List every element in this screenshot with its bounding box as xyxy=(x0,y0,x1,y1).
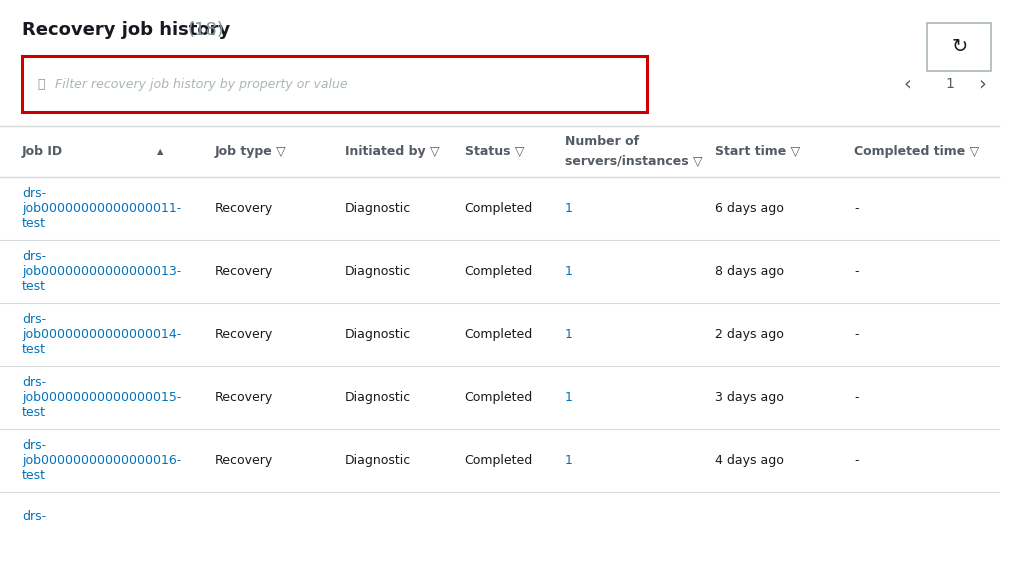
FancyBboxPatch shape xyxy=(927,22,991,71)
Text: Job type ▽: Job type ▽ xyxy=(215,145,286,158)
Text: job00000000000000013-: job00000000000000013- xyxy=(22,265,181,278)
Text: test: test xyxy=(22,343,45,356)
Text: Diagnostic: Diagnostic xyxy=(345,454,411,467)
Text: Recovery: Recovery xyxy=(215,391,273,404)
Text: 1: 1 xyxy=(564,391,572,404)
Text: ↻: ↻ xyxy=(951,37,968,56)
Text: -: - xyxy=(854,391,859,404)
Text: Recovery: Recovery xyxy=(215,265,273,278)
Text: servers/instances ▽: servers/instances ▽ xyxy=(564,155,703,169)
FancyBboxPatch shape xyxy=(22,56,647,112)
Text: -: - xyxy=(854,328,859,341)
Text: Recovery job history: Recovery job history xyxy=(22,21,231,39)
Text: Diagnostic: Diagnostic xyxy=(345,328,411,341)
Text: Start time ▽: Start time ▽ xyxy=(715,145,800,158)
Text: Completed: Completed xyxy=(465,454,533,467)
Text: drs-: drs- xyxy=(22,438,47,452)
Text: Diagnostic: Diagnostic xyxy=(345,391,411,404)
Text: Number of: Number of xyxy=(564,135,639,148)
Text: Completed: Completed xyxy=(465,328,533,341)
Text: test: test xyxy=(22,280,45,293)
Text: 8 days ago: 8 days ago xyxy=(715,265,784,278)
Text: Initiated by ▽: Initiated by ▽ xyxy=(345,145,440,158)
Text: test: test xyxy=(22,406,45,419)
Text: job00000000000000016-: job00000000000000016- xyxy=(22,454,181,467)
Text: ▲: ▲ xyxy=(157,147,164,156)
Text: job00000000000000014-: job00000000000000014- xyxy=(22,328,181,341)
Text: drs-: drs- xyxy=(22,510,47,523)
Text: -: - xyxy=(854,454,859,467)
Text: 1: 1 xyxy=(564,328,572,341)
Text: Job ID: Job ID xyxy=(22,145,63,158)
Text: test: test xyxy=(22,217,45,230)
Text: Recovery: Recovery xyxy=(215,328,273,341)
Text: drs-: drs- xyxy=(22,250,47,263)
Text: Completed: Completed xyxy=(465,265,533,278)
Text: -: - xyxy=(854,202,859,215)
Text: 2 days ago: 2 days ago xyxy=(715,328,784,341)
Text: Completed time ▽: Completed time ▽ xyxy=(854,145,980,158)
Text: Recovery: Recovery xyxy=(215,202,273,215)
Text: 1: 1 xyxy=(564,265,572,278)
Text: Diagnostic: Diagnostic xyxy=(345,265,411,278)
Text: ›: › xyxy=(979,75,987,94)
Text: 1: 1 xyxy=(564,202,572,215)
Text: drs-: drs- xyxy=(22,312,47,326)
Text: (18): (18) xyxy=(188,21,224,39)
Text: Completed: Completed xyxy=(465,202,533,215)
Text: test: test xyxy=(22,469,45,482)
Text: ‹: ‹ xyxy=(904,75,911,94)
Text: -: - xyxy=(854,265,859,278)
Text: job00000000000000011-: job00000000000000011- xyxy=(22,202,181,215)
Text: 3 days ago: 3 days ago xyxy=(715,391,784,404)
Text: drs-: drs- xyxy=(22,187,47,200)
Text: 4 days ago: 4 days ago xyxy=(715,454,784,467)
Text: 1: 1 xyxy=(564,454,572,467)
Text: 6 days ago: 6 days ago xyxy=(715,202,784,215)
Text: drs-: drs- xyxy=(22,375,47,389)
Text: Diagnostic: Diagnostic xyxy=(345,202,411,215)
Text: Completed: Completed xyxy=(465,391,533,404)
Text: Filter recovery job history by property or value: Filter recovery job history by property … xyxy=(55,78,348,91)
Text: ⌕: ⌕ xyxy=(37,78,44,91)
Text: Recovery: Recovery xyxy=(215,454,273,467)
Text: 1: 1 xyxy=(945,78,953,91)
Text: Status ▽: Status ▽ xyxy=(465,145,524,158)
Text: job00000000000000015-: job00000000000000015- xyxy=(22,391,181,404)
